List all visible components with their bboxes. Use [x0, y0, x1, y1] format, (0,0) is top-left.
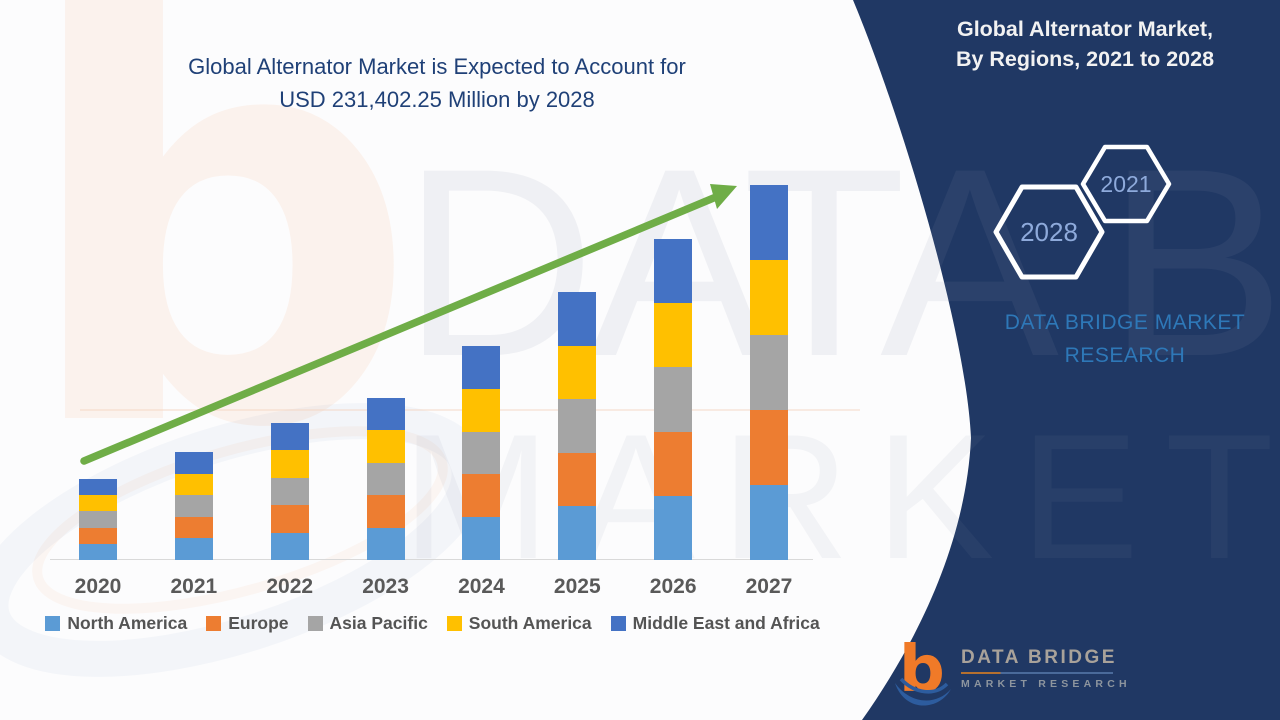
bar-segment-2026-middle-east-and-africa — [654, 239, 693, 304]
bar-2027 — [749, 185, 788, 560]
bar-2021 — [174, 452, 213, 560]
hexagon-2021 — [1080, 144, 1172, 224]
legend-label: Middle East and Africa — [632, 613, 820, 633]
bar-segment-2027-asia-pacific — [749, 335, 788, 410]
legend-swatch-icon — [610, 616, 626, 631]
bar-segment-2026-south-america — [654, 303, 693, 368]
bar-segment-2023-south-america — [366, 430, 405, 463]
bar-segment-2025-europe — [558, 452, 597, 507]
bar-segment-2023-asia-pacific — [366, 462, 405, 496]
bar-segment-2024-south-america — [462, 388, 501, 432]
chart-title-line1: Global Alternator Market is Expected to … — [188, 54, 686, 79]
bar-segment-2020-south-america — [79, 495, 117, 512]
legend-item-north-america: North America — [45, 613, 187, 634]
bar-segment-2022-asia-pacific — [270, 477, 309, 506]
bar-2022 — [270, 423, 309, 560]
bar-segment-2026-europe — [654, 431, 693, 496]
x-tick-label-2023: 2023 — [362, 575, 409, 598]
bar-segment-2025-middle-east-and-africa — [558, 292, 597, 346]
legend-item-south-america: South America — [446, 613, 592, 634]
hexagon-2028 — [993, 184, 1105, 280]
bar-segment-2022-middle-east-and-africa — [270, 423, 309, 451]
sidebar-heading: Global Alternator Market, By Regions, 20… — [915, 14, 1255, 74]
logo-name: DATA BRIDGE — [961, 647, 1117, 668]
bar-segment-2022-north-america — [270, 532, 309, 560]
legend-swatch-icon — [206, 616, 222, 631]
bar-segment-2021-middle-east-and-africa — [174, 452, 213, 474]
bar-segment-2020-middle-east-and-africa — [79, 479, 117, 496]
bar-segment-2020-north-america — [79, 543, 117, 560]
sidebar-brand-caption-line2: RESEARCH — [1064, 344, 1186, 367]
bar-segment-2020-asia-pacific — [79, 511, 117, 528]
bar-2024 — [462, 346, 501, 560]
bar-2026 — [654, 239, 693, 560]
legend: North America Europe Asia Pacific South Ame… — [40, 613, 825, 634]
sidebar-heading-line2: By Regions, 2021 to 2028 — [955, 47, 1215, 71]
sidebar-brand-caption-line1: DATA BRIDGE MARKET — [1004, 311, 1246, 334]
bar-segment-2027-south-america — [749, 260, 788, 335]
bar-segment-2021-south-america — [174, 473, 213, 496]
legend-swatch-icon — [307, 616, 323, 631]
legend-item-asia-pacific: Asia Pacific — [307, 613, 428, 634]
bar-segment-2025-asia-pacific — [558, 399, 597, 453]
hexagon-2028-label: 2028 — [1020, 217, 1078, 247]
hexagon-2021-label: 2021 — [1100, 171, 1151, 197]
sidebar-brand-caption: DATA BRIDGE MARKET RESEARCH — [955, 306, 1280, 372]
bar-segment-2025-south-america — [558, 345, 597, 400]
x-tick-label-2021: 2021 — [170, 575, 218, 598]
legend-label: Asia Pacific — [329, 613, 428, 633]
legend-label: South America — [468, 613, 592, 633]
chart-title: Global Alternator Market is Expected to … — [80, 50, 794, 116]
bar-segment-2026-north-america — [654, 495, 693, 560]
logo-text-block: DATA BRIDGE MARKET RESEARCH — [961, 647, 1131, 690]
bar-segment-2021-asia-pacific — [174, 495, 213, 517]
legend-swatch-icon — [45, 616, 61, 631]
bar-2020 — [79, 479, 117, 560]
bar-segment-2022-europe — [270, 505, 309, 533]
bar-segment-2024-middle-east-and-africa — [462, 346, 501, 389]
bar-segment-2025-north-america — [558, 506, 597, 560]
bar-segment-2027-middle-east-and-africa — [749, 185, 788, 260]
legend-label: Europe — [228, 613, 289, 633]
chart-title-line2: USD 231,402.25 Million by 2028 — [279, 87, 595, 112]
bar-2023 — [366, 398, 405, 560]
bar-segment-2024-asia-pacific — [462, 431, 501, 475]
bar-segment-2021-europe — [174, 516, 213, 539]
data-bridge-b-icon: b — [895, 639, 951, 707]
bar-segment-2024-europe — [462, 474, 501, 518]
bar-segment-2024-north-america — [462, 517, 501, 560]
logo-tagline: MARKET RESEARCH — [961, 678, 1131, 690]
legend-swatch-icon — [446, 616, 462, 631]
x-tick-label-2027: 2027 — [745, 575, 793, 598]
bar-segment-2026-asia-pacific — [654, 367, 693, 432]
bar-2025 — [558, 292, 597, 560]
bar-segment-2022-south-america — [270, 450, 309, 478]
hexagon-badges: 2021 2028 — [993, 144, 1172, 280]
bar-segment-2023-europe — [366, 495, 405, 528]
x-tick-label-2020: 2020 — [74, 575, 122, 598]
bar-segment-2027-north-america — [749, 485, 788, 560]
bar-segment-2023-north-america — [366, 527, 405, 560]
x-tick-label-2024: 2024 — [458, 575, 505, 598]
data-bridge-logo: b DATA BRIDGE MARKET RESEARCH — [893, 639, 1131, 711]
legend-item-europe: Europe — [206, 613, 289, 634]
x-axis-line — [50, 559, 813, 560]
x-tick-label-2022: 2022 — [266, 575, 314, 598]
x-tick-label-2025: 2025 — [553, 575, 601, 598]
sidebar-heading-line1: Global Alternator Market, — [956, 17, 1214, 41]
legend-item-middle-east-and-africa: Middle East and Africa — [610, 613, 820, 634]
bar-segment-2020-europe — [79, 527, 117, 544]
legend-label: North America — [67, 613, 188, 633]
bar-segment-2021-north-america — [174, 538, 213, 560]
x-tick-label-2026: 2026 — [649, 575, 697, 598]
logo-divider — [961, 672, 1113, 674]
bar-segment-2027-europe — [749, 410, 788, 485]
bar-segment-2023-middle-east-and-africa — [366, 398, 405, 431]
